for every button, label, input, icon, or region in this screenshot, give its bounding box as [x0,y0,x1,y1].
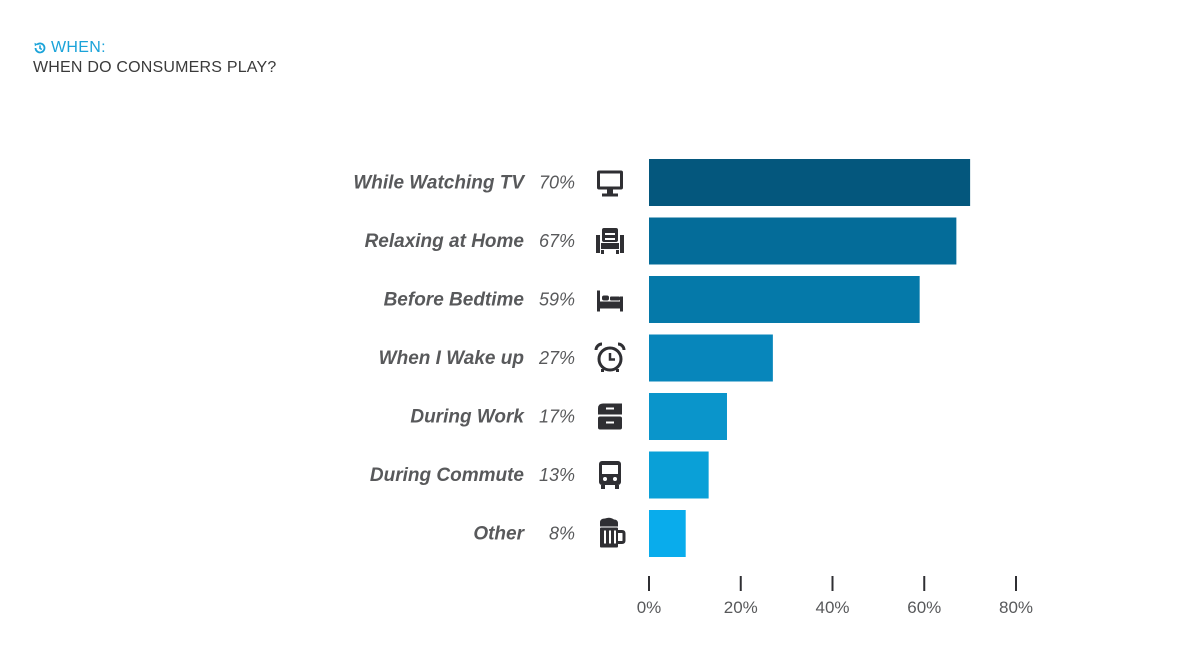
x-tick-label: 0% [637,598,662,617]
bar [649,217,957,265]
bed-icon [597,290,623,312]
armchair-icon [596,228,624,254]
beer-mug-icon [600,517,626,548]
value-label: 17% [539,407,575,427]
clock-rewind-icon [34,42,46,54]
bar [649,276,920,323]
monitor-icon [597,170,623,197]
x-tick-label: 20% [724,598,758,617]
bar [649,510,686,557]
alarm-clock-icon [594,342,626,372]
bar [649,334,773,382]
category-label: Other [473,524,525,545]
filing-cabinet-icon [598,403,622,430]
category-label: During Commute [370,465,525,486]
value-label: 67% [539,231,575,251]
kicker: WHEN: [33,38,276,58]
value-label: 13% [539,465,575,485]
chart-header: WHEN: WHEN DO CONSUMERS PLAY? [33,38,276,77]
x-tick-label: 80% [999,598,1033,617]
value-label: 27% [538,348,575,368]
value-label: 59% [539,290,575,310]
bus-icon [599,461,621,489]
category-label: When I Wake up [379,348,524,369]
category-label: While Watching TV [353,173,525,194]
chart-title: WHEN DO CONSUMERS PLAY? [33,59,277,76]
bar [649,159,971,206]
kicker-label: WHEN: [51,39,106,56]
value-label: 70% [539,173,575,193]
category-label: Relaxing at Home [365,231,525,252]
category-label: Before Bedtime [384,290,525,311]
bar [649,451,709,499]
x-tick-label: 40% [815,598,849,617]
bar [649,393,727,440]
value-label: 8% [549,524,575,544]
x-tick-label: 60% [907,598,941,617]
category-label: During Work [410,407,525,428]
